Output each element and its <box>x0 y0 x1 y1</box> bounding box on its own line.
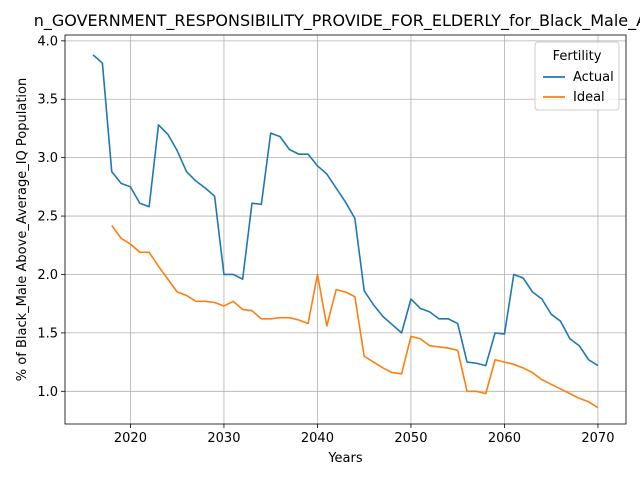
x-tick-label: 2050 <box>394 431 427 446</box>
series-line-ideal <box>111 224 599 409</box>
x-tick-label: 2040 <box>301 431 334 446</box>
x-tick-label: 2020 <box>114 431 147 446</box>
y-tick-label: 1.5 <box>37 326 58 341</box>
y-tick-label: 1.0 <box>37 385 58 400</box>
x-axis: 2020 2030 2040 2050 2060 2070 <box>114 424 614 446</box>
plot-area-frame <box>64 34 627 425</box>
y-tick-label: 3.5 <box>37 93 58 108</box>
x-tick-label: 2070 <box>581 431 614 446</box>
y-tick-label: 4.0 <box>37 34 58 49</box>
y-tick-label: 3.0 <box>37 151 58 166</box>
legend-title: Fertility <box>553 49 602 64</box>
y-axis-label: % of Black_Male Above_Average_IQ Populat… <box>15 78 30 381</box>
series-layer <box>92 54 599 409</box>
y-tick-label: 2.0 <box>37 268 58 283</box>
x-tick-label: 2060 <box>488 431 521 446</box>
x-axis-label: Years <box>327 451 363 466</box>
legend: Fertility Actual Ideal <box>534 41 620 111</box>
legend-items: Actual Ideal <box>543 70 614 105</box>
y-axis: 1.0 1.5 2.0 2.5 3.0 3.5 4.0 <box>37 34 65 400</box>
legend-label-ideal: Ideal <box>573 90 605 105</box>
chart-title: n_GOVERNMENT_RESPONSIBILITY_PROVIDE_FOR_… <box>34 11 640 31</box>
legend-label-actual: Actual <box>573 70 614 85</box>
y-tick-label: 2.5 <box>37 210 58 225</box>
x-tick-label: 2030 <box>207 431 240 446</box>
legend-box <box>534 41 620 111</box>
series-line-actual <box>92 54 599 367</box>
